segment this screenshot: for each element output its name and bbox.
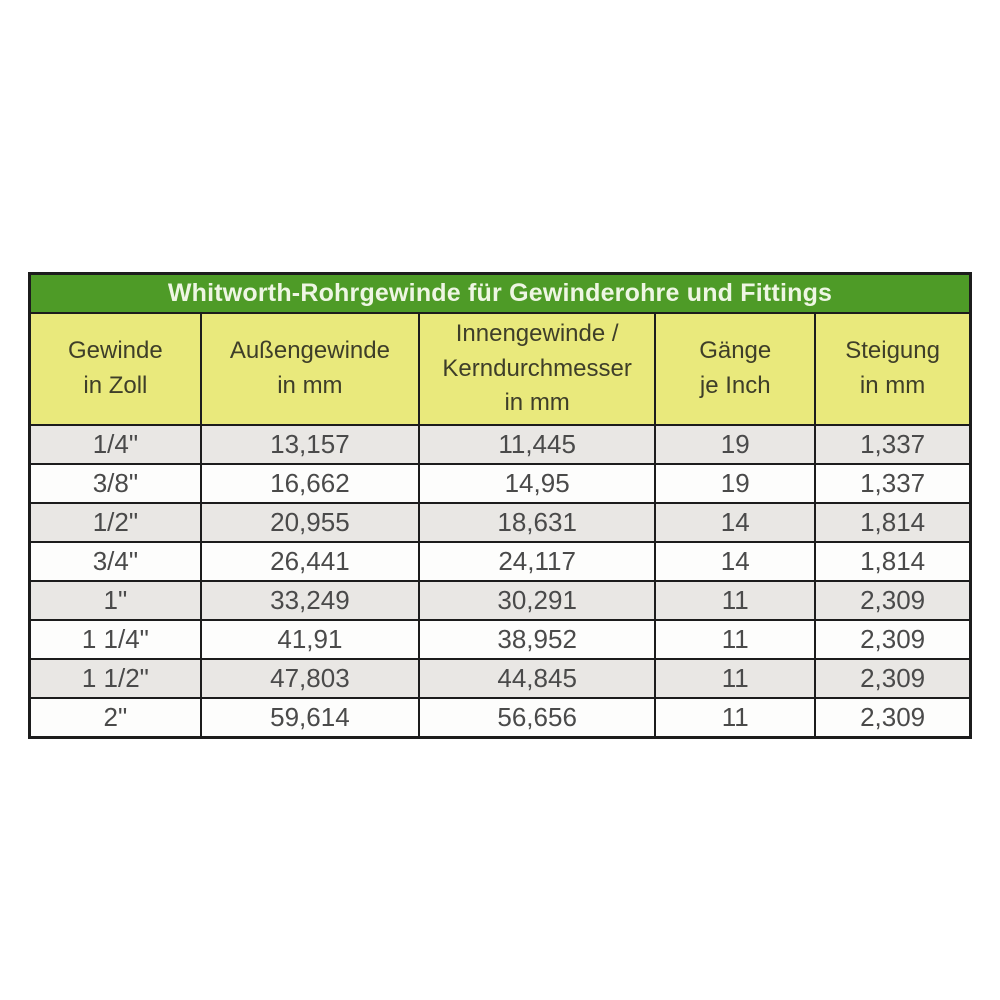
table-cell: 11,445: [418, 424, 657, 465]
table-cell: 11: [654, 658, 817, 699]
table-cell: 19: [654, 424, 817, 465]
column-header-innengewinde: Innengewinde / Kerndurchmesser in mm: [418, 312, 657, 426]
table-row: 1/4" 13,157 11,445 19 1,337: [28, 424, 972, 465]
column-header-aussengewinde: Außengewinde in mm: [199, 312, 421, 426]
table-cell: 19: [654, 463, 817, 504]
table-cell: 1,814: [814, 541, 972, 582]
table-cell: 44,845: [418, 658, 657, 699]
table-cell: 2,309: [814, 580, 972, 621]
table-row: 3/8" 16,662 14,95 19 1,337: [28, 463, 972, 504]
table-row: 3/4" 26,441 24,117 14 1,814: [28, 541, 972, 582]
table-cell: 41,91: [199, 619, 421, 660]
table-cell: 59,614: [199, 697, 421, 739]
column-header-gewinde-zoll: Gewinde in Zoll: [28, 312, 202, 426]
table-cell: 2": [28, 697, 202, 739]
table-cell: 18,631: [418, 502, 657, 543]
table-cell: 2,309: [814, 619, 972, 660]
table-cell: 1,814: [814, 502, 972, 543]
table-cell: 11: [654, 580, 817, 621]
table-header-row: Gewinde in Zoll Außengewinde in mm Innen…: [28, 312, 972, 426]
table-cell: 24,117: [418, 541, 657, 582]
table-cell: 1 1/4": [28, 619, 202, 660]
table-cell: 56,656: [418, 697, 657, 739]
table-cell: 1,337: [814, 463, 972, 504]
table-cell: 1/2": [28, 502, 202, 543]
table-cell: 1/4": [28, 424, 202, 465]
table-title-row: Whitworth-Rohrgewinde für Gewinderohre u…: [28, 272, 972, 314]
table-row: 1 1/2" 47,803 44,845 11 2,309: [28, 658, 972, 699]
table-cell: 13,157: [199, 424, 421, 465]
table-cell: 14,95: [418, 463, 657, 504]
table-cell: 33,249: [199, 580, 421, 621]
table-cell: 11: [654, 619, 817, 660]
table-cell: 11: [654, 697, 817, 739]
column-header-gaenge: Gänge je Inch: [654, 312, 817, 426]
table-cell: 1,337: [814, 424, 972, 465]
column-header-steigung: Steigung in mm: [814, 312, 972, 426]
table-cell: 1 1/2": [28, 658, 202, 699]
table-cell: 30,291: [418, 580, 657, 621]
table-cell: 14: [654, 502, 817, 543]
table-cell: 2,309: [814, 658, 972, 699]
thread-dimensions-table: Whitworth-Rohrgewinde für Gewinderohre u…: [28, 272, 972, 739]
table-cell: 14: [654, 541, 817, 582]
table-cell: 47,803: [199, 658, 421, 699]
table-row: 1 1/4" 41,91 38,952 11 2,309: [28, 619, 972, 660]
table-row: 1" 33,249 30,291 11 2,309: [28, 580, 972, 621]
table-row: 1/2" 20,955 18,631 14 1,814: [28, 502, 972, 543]
table-row: 2" 59,614 56,656 11 2,309: [28, 697, 972, 739]
table-cell: 3/8": [28, 463, 202, 504]
table-cell: 16,662: [199, 463, 421, 504]
table-cell: 3/4": [28, 541, 202, 582]
table-cell: 1": [28, 580, 202, 621]
table-cell: 20,955: [199, 502, 421, 543]
table-cell: 38,952: [418, 619, 657, 660]
table-cell: 2,309: [814, 697, 972, 739]
table-title: Whitworth-Rohrgewinde für Gewinderohre u…: [28, 272, 972, 314]
table-cell: 26,441: [199, 541, 421, 582]
